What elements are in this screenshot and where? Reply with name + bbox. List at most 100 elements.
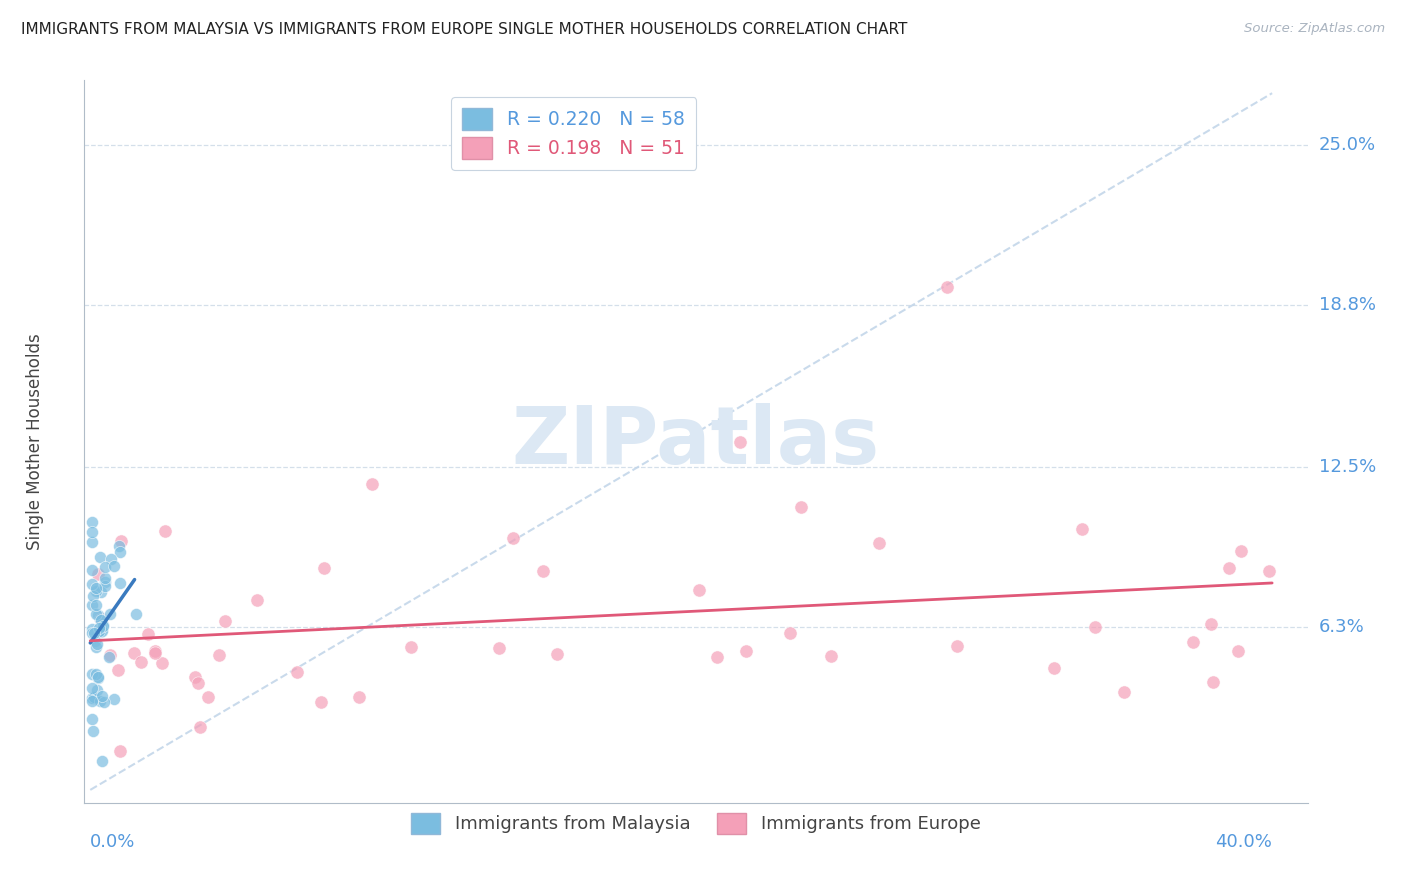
Point — [502, 532, 524, 546]
Point — [83, 690, 105, 704]
Point — [246, 592, 269, 607]
Point — [399, 640, 422, 654]
Point — [183, 670, 205, 684]
Point — [103, 691, 125, 706]
Point — [108, 539, 131, 553]
Point — [197, 690, 219, 704]
Point — [84, 583, 107, 598]
Point — [80, 598, 103, 612]
Point — [89, 694, 111, 708]
Point — [80, 515, 103, 529]
Point — [86, 607, 108, 621]
Point — [93, 579, 115, 593]
Text: Single Mother Households: Single Mother Households — [27, 334, 45, 549]
Point — [107, 663, 129, 677]
Point — [82, 622, 104, 636]
Point — [143, 644, 166, 658]
Point — [86, 637, 108, 651]
Point — [82, 589, 104, 603]
Point — [84, 581, 107, 595]
Point — [80, 667, 103, 681]
Point — [84, 666, 107, 681]
Point — [80, 524, 103, 539]
Point — [80, 535, 103, 549]
Point — [1202, 674, 1225, 689]
Point — [936, 279, 959, 293]
Point — [103, 559, 125, 574]
Point — [285, 665, 308, 679]
Point — [1226, 644, 1249, 658]
Point — [136, 626, 159, 640]
Point — [83, 690, 105, 705]
Point — [1218, 561, 1240, 575]
Point — [945, 639, 967, 653]
Point — [89, 624, 111, 639]
Point — [97, 649, 120, 664]
Point — [98, 648, 121, 662]
Point — [1201, 616, 1223, 631]
Point — [688, 583, 710, 598]
Point — [868, 535, 890, 549]
Text: 40.0%: 40.0% — [1215, 833, 1272, 851]
Point — [84, 640, 107, 654]
Point — [312, 561, 335, 575]
Point — [86, 607, 108, 622]
Point — [820, 649, 842, 664]
Point — [80, 681, 103, 695]
Point — [80, 712, 103, 726]
Point — [108, 744, 131, 758]
Point — [122, 646, 145, 660]
Point — [1084, 620, 1107, 634]
Point — [790, 500, 813, 514]
Point — [80, 577, 103, 591]
Point — [1043, 661, 1066, 675]
Point — [89, 549, 111, 564]
Point — [82, 723, 104, 738]
Point — [91, 617, 114, 632]
Text: 12.5%: 12.5% — [1319, 458, 1376, 476]
Point — [89, 612, 111, 626]
Text: ZIPatlas: ZIPatlas — [512, 402, 880, 481]
Point — [98, 607, 121, 621]
Point — [1181, 634, 1204, 648]
Point — [84, 599, 107, 613]
Point — [488, 640, 510, 655]
Point — [90, 585, 112, 599]
Point — [188, 720, 211, 734]
Point — [82, 694, 104, 708]
Point — [214, 614, 236, 628]
Point — [100, 551, 122, 566]
Point — [94, 571, 117, 585]
Text: 25.0%: 25.0% — [1319, 136, 1376, 153]
Point — [730, 434, 752, 449]
Point — [187, 676, 209, 690]
Point — [89, 624, 111, 638]
Point — [93, 695, 115, 709]
Text: IMMIGRANTS FROM MALAYSIA VS IMMIGRANTS FROM EUROPE SINGLE MOTHER HOUSEHOLDS CORR: IMMIGRANTS FROM MALAYSIA VS IMMIGRANTS F… — [21, 22, 907, 37]
Point — [110, 534, 132, 549]
Point — [86, 682, 108, 697]
Point — [735, 644, 758, 658]
Point — [349, 690, 371, 705]
Point — [1070, 522, 1092, 536]
Text: 0.0%: 0.0% — [90, 833, 135, 851]
Point — [83, 625, 105, 640]
Point — [90, 624, 112, 638]
Point — [87, 621, 110, 635]
Point — [1114, 685, 1136, 699]
Point — [87, 669, 110, 683]
Point — [87, 671, 110, 685]
Text: Source: ZipAtlas.com: Source: ZipAtlas.com — [1244, 22, 1385, 36]
Point — [94, 574, 117, 589]
Point — [546, 647, 568, 661]
Point — [91, 623, 114, 637]
Point — [90, 613, 112, 627]
Point — [84, 634, 107, 648]
Point — [309, 695, 332, 709]
Point — [94, 560, 117, 574]
Point — [124, 607, 146, 621]
Point — [361, 476, 384, 491]
Point — [91, 619, 114, 633]
Text: 6.3%: 6.3% — [1319, 618, 1364, 636]
Point — [89, 611, 111, 625]
